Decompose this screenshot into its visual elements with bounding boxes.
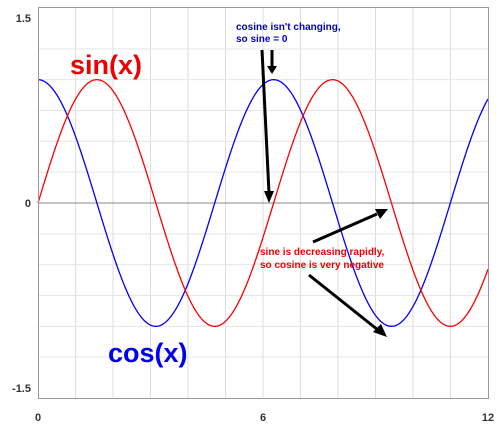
y-tick-label: 1.5 xyxy=(16,13,31,25)
plot-frame xyxy=(38,7,489,399)
arrow-head-cos-peak xyxy=(267,66,277,74)
tick-labels: 0 6 12 1.5 0 -1.5 xyxy=(12,13,494,424)
x-tick-label: 0 xyxy=(35,412,41,424)
sin-label: sin(x) xyxy=(70,50,142,80)
sin-curve xyxy=(37,79,489,327)
arrow-to-sin-descent xyxy=(312,212,378,244)
arrow-to-cos-trough xyxy=(308,273,379,332)
annotation-sine-line2: so cosine is very negative xyxy=(260,260,384,271)
arrow-to-sin-zero xyxy=(260,49,271,194)
cos-label: cos(x) xyxy=(108,338,188,368)
x-tick-label: 12 xyxy=(482,412,494,424)
arrow-head-cos-trough xyxy=(373,324,387,337)
annotation-arrows xyxy=(260,49,388,337)
arrow-head-sin-zero xyxy=(264,191,274,203)
annotation-cosine-line2: so sine = 0 xyxy=(236,34,288,45)
x-tick-label: 6 xyxy=(260,412,266,424)
y-tick-label: -1.5 xyxy=(12,383,31,395)
annotation-cosine-line1: cosine isn't changing, xyxy=(236,22,341,33)
annotation-sine-line1: sine is decreasing rapidly, xyxy=(260,247,385,258)
arrow-head-sin-descent xyxy=(375,209,388,219)
y-tick-label: 0 xyxy=(25,198,31,210)
